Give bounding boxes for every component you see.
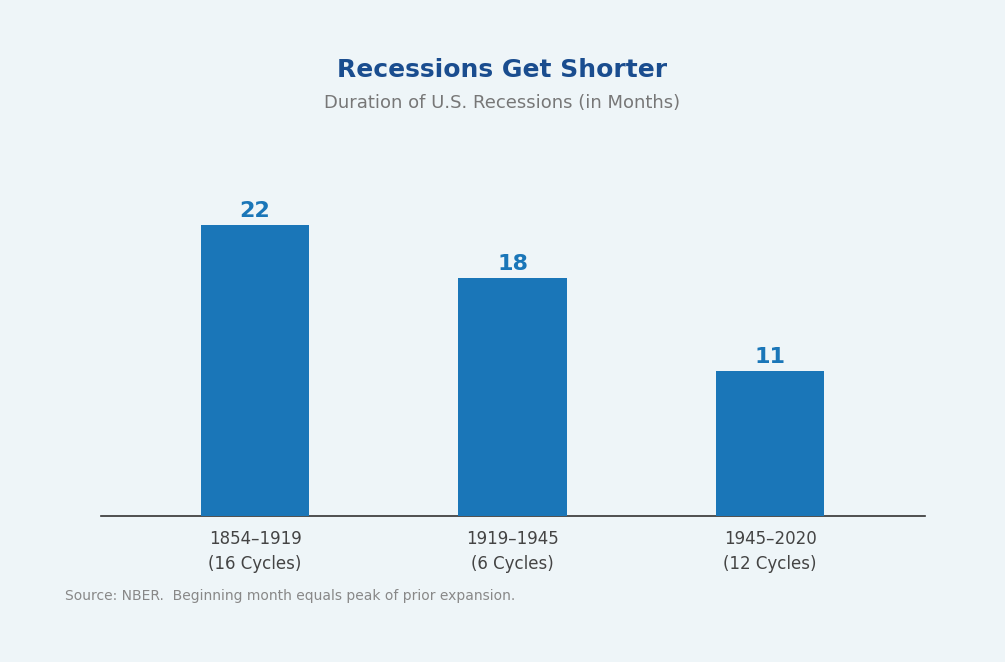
Text: 22: 22 [239, 201, 270, 221]
Text: 18: 18 [497, 254, 528, 274]
Text: Source: NBER.  Beginning month equals peak of prior expansion.: Source: NBER. Beginning month equals pea… [65, 589, 516, 603]
Bar [458, 278, 567, 516]
Text: Duration of U.S. Recessions (in Months): Duration of U.S. Recessions (in Months) [325, 93, 680, 112]
Bar [201, 225, 310, 516]
Bar [716, 371, 824, 516]
Text: Recessions Get Shorter: Recessions Get Shorter [338, 58, 667, 81]
Text: 11: 11 [755, 347, 786, 367]
